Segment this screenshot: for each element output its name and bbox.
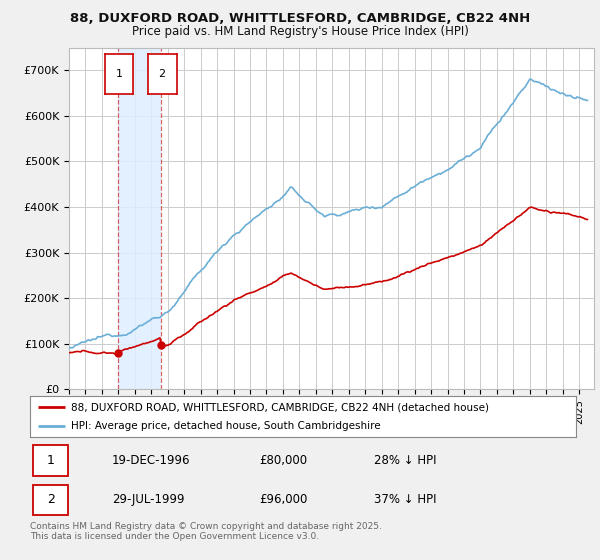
FancyBboxPatch shape xyxy=(33,445,68,476)
Text: 88, DUXFORD ROAD, WHITTLESFORD, CAMBRIDGE, CB22 4NH (detached house): 88, DUXFORD ROAD, WHITTLESFORD, CAMBRIDG… xyxy=(71,403,489,412)
Text: 19-DEC-1996: 19-DEC-1996 xyxy=(112,454,190,467)
Text: HPI: Average price, detached house, South Cambridgeshire: HPI: Average price, detached house, Sout… xyxy=(71,421,380,431)
Text: 88, DUXFORD ROAD, WHITTLESFORD, CAMBRIDGE, CB22 4NH: 88, DUXFORD ROAD, WHITTLESFORD, CAMBRIDG… xyxy=(70,12,530,25)
Text: Contains HM Land Registry data © Crown copyright and database right 2025.
This d: Contains HM Land Registry data © Crown c… xyxy=(30,522,382,542)
Bar xyxy=(118,48,161,389)
Text: £96,000: £96,000 xyxy=(259,493,308,506)
Text: 29-JUL-1999: 29-JUL-1999 xyxy=(112,493,184,506)
Text: 1: 1 xyxy=(47,454,55,467)
Text: £80,000: £80,000 xyxy=(259,454,307,467)
Text: 37% ↓ HPI: 37% ↓ HPI xyxy=(374,493,436,506)
FancyBboxPatch shape xyxy=(33,484,68,515)
Text: Price paid vs. HM Land Registry's House Price Index (HPI): Price paid vs. HM Land Registry's House … xyxy=(131,25,469,38)
Text: 2: 2 xyxy=(47,493,55,506)
Text: 28% ↓ HPI: 28% ↓ HPI xyxy=(374,454,436,467)
